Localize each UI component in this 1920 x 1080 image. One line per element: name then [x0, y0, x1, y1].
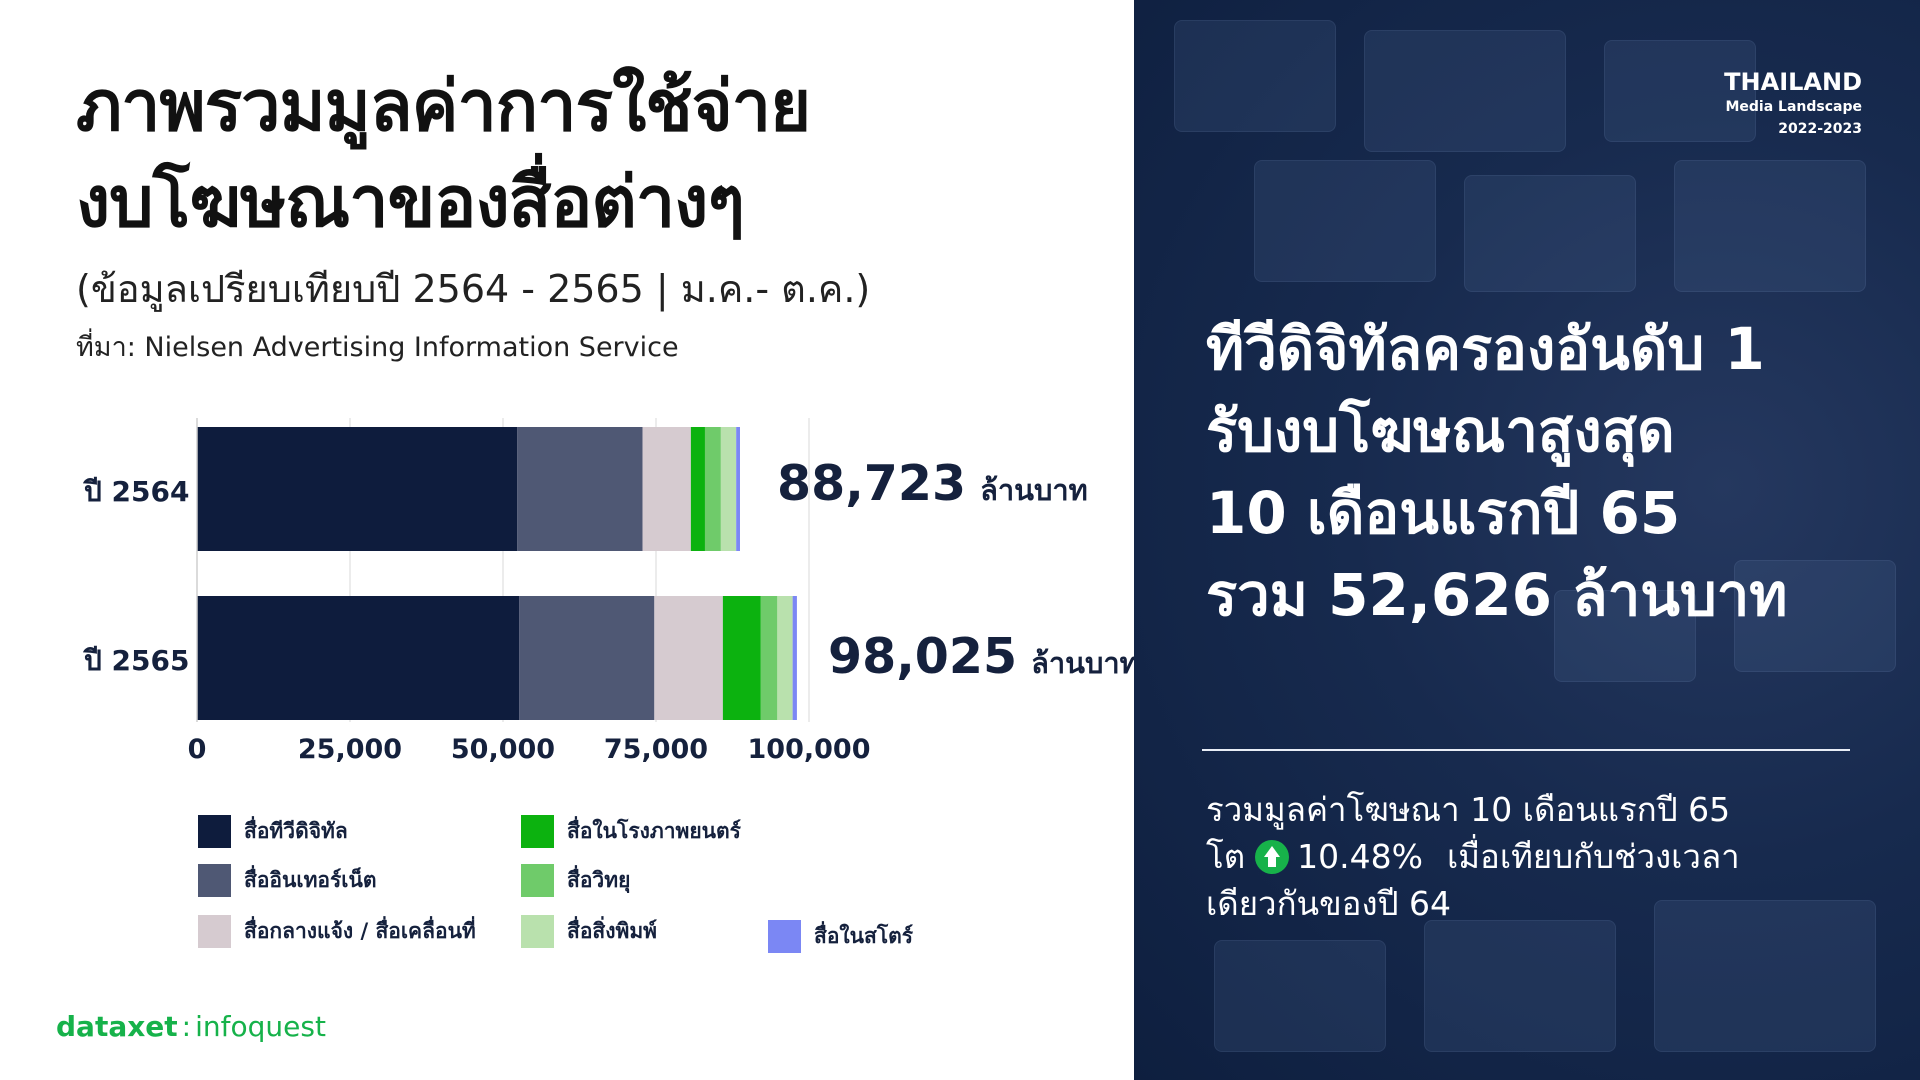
bar-segment	[197, 427, 518, 551]
badge-title: Media Landscape	[1725, 99, 1862, 115]
growth-note: รวมมูลค่าโฆษณา 10 เดือนแรกปี 65 โต 10.48…	[1206, 786, 1740, 927]
background-tile	[1604, 40, 1756, 142]
legend-swatch	[198, 815, 231, 848]
brand-part-1: dataxet	[56, 1010, 178, 1043]
background-tile	[1674, 160, 1866, 292]
headline-line-2: รับงบโฆษณาสูงสุด	[1206, 397, 1675, 465]
bar-segment	[777, 596, 793, 720]
landscape-badge: THAILAND Media Landscape 2022-2023	[1724, 68, 1862, 140]
legend-item-digital-tv: สื่อทีวีดิจิทัล	[198, 815, 348, 848]
bar-segment	[197, 596, 520, 720]
page-title: ภาพรวมมูลค่าการใช้จ่าย งบโฆษณาของสื่อต่า…	[76, 58, 811, 250]
bar-segment	[736, 427, 740, 551]
legend-swatch	[198, 864, 231, 897]
legend-item-in-store: สื่อในสโตร์	[768, 920, 913, 953]
bar-segment	[642, 427, 691, 551]
bar-segment	[704, 427, 721, 551]
legend-swatch	[198, 915, 231, 948]
arrow-up-icon	[1255, 839, 1290, 874]
bar-segment	[760, 596, 778, 720]
total-2565: 98,025 ล้านบาท	[828, 628, 1139, 686]
headline-line-1: ทีวีดิจิทัลครองอันดับ 1	[1206, 315, 1765, 383]
bar-segment	[519, 596, 655, 720]
x-tick-label: 25,000	[297, 734, 403, 765]
legend-label: สื่อวิทยุ	[567, 868, 631, 892]
background-tile	[1174, 20, 1336, 132]
legend-label: สื่อในสโตร์	[814, 924, 914, 948]
legend-swatch	[521, 815, 554, 848]
legend-label: สื่ออินเทอร์เน็ต	[244, 868, 377, 892]
growth-value: 10.48%	[1297, 837, 1423, 876]
legend-item-outdoor: สื่อกลางแจ้ง / สื่อเคลื่อนที่	[198, 915, 476, 948]
source-note: ที่มา: Nielsen Advertising Information S…	[76, 332, 679, 363]
legend-swatch	[768, 920, 801, 953]
total-unit-2564: ล้านบาท	[980, 473, 1088, 507]
x-tick-label: 50,000	[450, 734, 556, 765]
headline: ทีวีดิจิทัลครองอันดับ 1 รับงบโฆษณาสูงสุด…	[1206, 308, 1788, 636]
background-tile	[1554, 590, 1696, 682]
legend-item-print: สื่อสิ่งพิมพ์	[521, 915, 657, 948]
legend-swatch	[521, 864, 554, 897]
title-line-2: งบโฆษณาของสื่อต่างๆ	[76, 161, 745, 243]
background-tile	[1254, 160, 1436, 282]
x-tick-label: 75,000	[603, 734, 709, 765]
legend-item-cinema: สื่อในโรงภาพยนตร์	[521, 815, 741, 848]
bar-segment	[792, 596, 797, 720]
bar-segment	[654, 596, 723, 720]
divider	[1202, 749, 1850, 751]
legend-item-radio: สื่อวิทยุ	[521, 864, 630, 897]
note-prefix: โต	[1206, 837, 1246, 876]
legend-swatch	[521, 915, 554, 948]
bar-segment	[722, 596, 761, 720]
category-label-2564: ปี 2564	[84, 475, 190, 508]
bar-segment	[517, 427, 643, 551]
background-tile	[1464, 175, 1636, 292]
total-value-2565: 98,025	[828, 628, 1018, 685]
bar-segment	[690, 427, 705, 551]
headline-line-3: 10 เดือนแรกปี 65	[1206, 479, 1681, 547]
background-tile	[1364, 30, 1566, 152]
subtitle: (ข้อมูลเปรียบเทียบปี 2564 - 2565 | ม.ค.-…	[76, 267, 871, 311]
legend-item-internet: สื่ออินเทอร์เน็ต	[198, 864, 376, 897]
brand-part-2: infoquest	[195, 1010, 326, 1043]
legend-label: สื่อกลางแจ้ง / สื่อเคลื่อนที่	[244, 919, 476, 943]
x-tick-label: 100,000	[747, 734, 871, 765]
headline-line-4: รวม 52,626 ล้านบาท	[1206, 561, 1788, 629]
background-tile	[1214, 940, 1386, 1052]
background-tile	[1654, 900, 1876, 1052]
note-line-2: โต 10.48% เมื่อเทียบกับช่วงเวลา	[1206, 833, 1740, 880]
brand-logo: dataxet: infoquest	[56, 1010, 326, 1043]
brand-separator: :	[181, 1010, 192, 1043]
note-line-1: รวมมูลค่าโฆษณา 10 เดือนแรกปี 65	[1206, 790, 1731, 829]
background-tile	[1424, 920, 1616, 1052]
left-panel: ภาพรวมมูลค่าการใช้จ่าย งบโฆษณาของสื่อต่า…	[56, 58, 1139, 1043]
total-2564: 88,723 ล้านบาท	[777, 455, 1088, 513]
badge-years: 2022-2023	[1778, 121, 1862, 137]
right-panel: THAILAND Media Landscape 2022-2023 ทีวีด…	[1134, 0, 1920, 1080]
badge-country: THAILAND	[1724, 68, 1862, 96]
legend-label: สื่อทีวีดิจิทัล	[244, 819, 348, 843]
x-tick-label: 0	[187, 734, 207, 765]
legend-label: สื่อสิ่งพิมพ์	[567, 919, 658, 943]
total-unit-2565: ล้านบาท	[1031, 646, 1139, 680]
bar-segment	[720, 427, 737, 551]
note-suffix: เมื่อเทียบกับช่วงเวลา	[1447, 837, 1740, 876]
title-line-1: ภาพรวมมูลค่าการใช้จ่าย	[76, 65, 811, 147]
background-tile	[1734, 560, 1896, 672]
total-value-2564: 88,723	[777, 455, 967, 512]
category-label-2565: ปี 2565	[84, 644, 190, 677]
stacked-bar-chart	[196, 418, 810, 722]
legend-label: สื่อในโรงภาพยนตร์	[567, 819, 741, 843]
note-line-3: เดียวกันของปี 64	[1206, 884, 1452, 923]
